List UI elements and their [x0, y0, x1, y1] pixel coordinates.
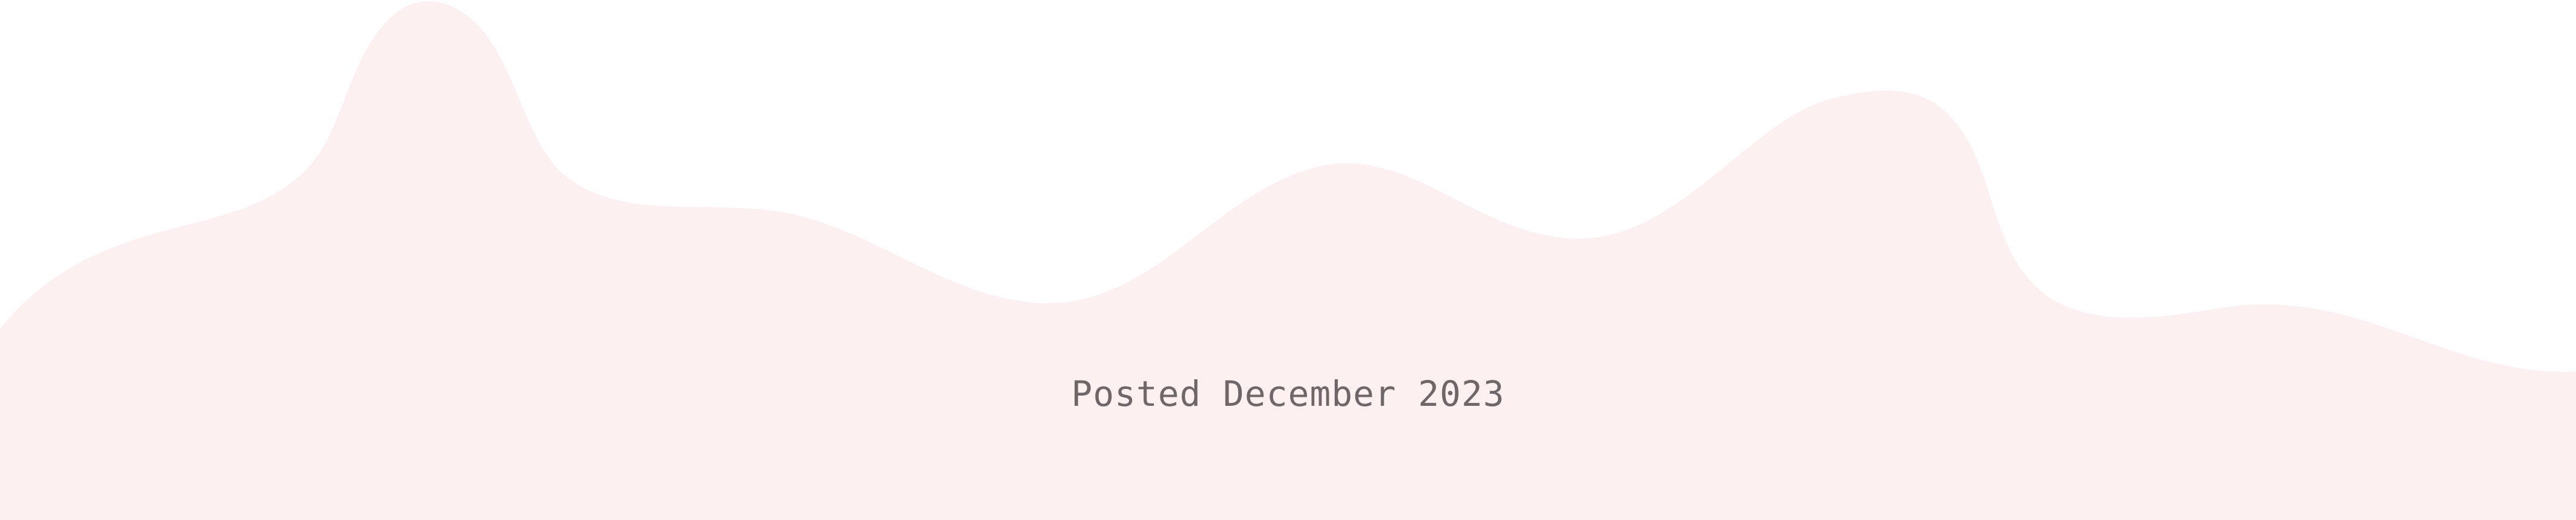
posted-date-text: Posted December 2023 [1071, 373, 1505, 414]
